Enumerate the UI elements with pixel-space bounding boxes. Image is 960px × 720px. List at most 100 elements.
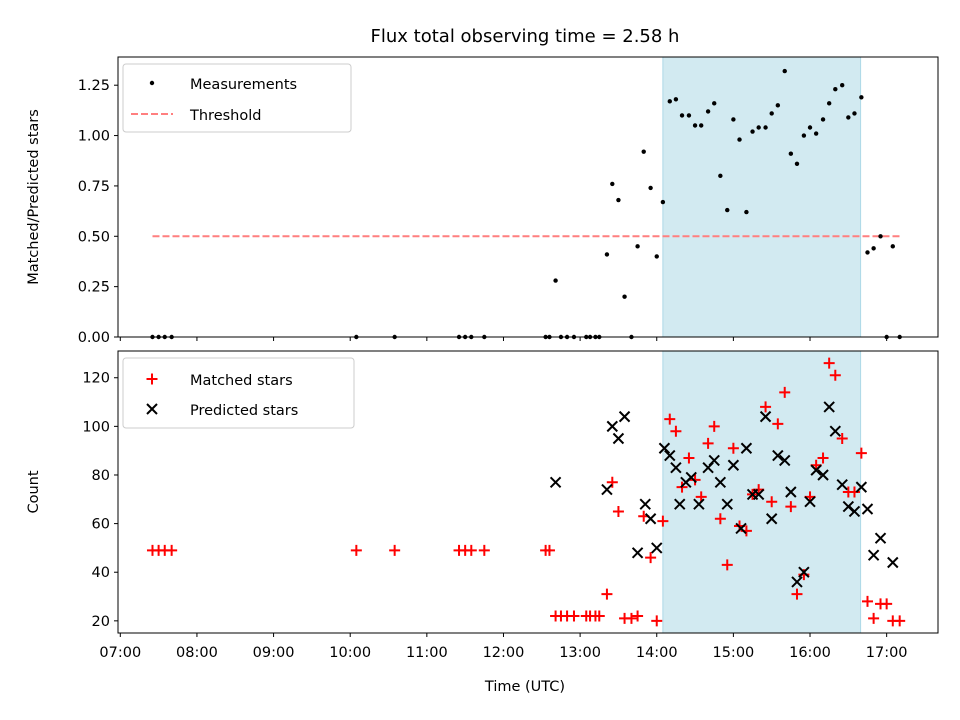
matched-star-marker <box>766 496 778 508</box>
bottom-y-tick-label: 120 <box>82 371 110 387</box>
matched-star-marker <box>817 452 829 464</box>
matched-star-marker <box>612 505 624 517</box>
predicted-star-marker <box>721 498 733 510</box>
measurement-point <box>731 117 736 122</box>
x-tick-label: 12:00 <box>483 645 525 661</box>
measurement-point <box>604 252 610 257</box>
measurement-point <box>641 149 646 154</box>
matched-star-marker <box>664 413 676 425</box>
measurement-point <box>840 83 845 88</box>
matched-star-marker <box>785 501 797 513</box>
matched-star-marker <box>772 418 784 430</box>
predicted-star-marker <box>693 498 705 510</box>
top-legend: Measurements Threshold <box>122 63 352 133</box>
predicted-star-marker <box>772 449 784 462</box>
top-shaded-region <box>662 56 862 338</box>
x-tick-label: 08:00 <box>176 645 218 661</box>
measurement-point <box>673 97 679 102</box>
predicted-star-marker <box>867 549 880 561</box>
predicted-star-marker <box>740 442 753 454</box>
predicted-star-markers <box>549 401 899 588</box>
top-y-tick-label: 0.50 <box>78 229 110 245</box>
x-tick-label: 13:00 <box>559 645 601 661</box>
predicted-star-marker <box>549 476 562 488</box>
legend-threshold-label: Threshold <box>189 108 261 124</box>
matched-star-marker <box>708 420 720 432</box>
measurement-points <box>150 68 902 340</box>
predicted-star-marker <box>785 486 797 498</box>
measurement-point <box>616 197 621 203</box>
predicted-star-marker <box>779 454 791 467</box>
measurement-point <box>725 207 730 213</box>
predicted-star-marker <box>836 478 848 491</box>
matched-star-marker <box>823 357 835 369</box>
bottom-y-tick-label: 40 <box>92 565 110 581</box>
measurement-point <box>794 161 800 166</box>
measurement-point <box>705 109 711 114</box>
predicted-star-marker <box>765 513 778 525</box>
predicted-star-marker <box>674 498 686 510</box>
x-axis-label: Time (UTC) <box>484 679 565 695</box>
predicted-star-marker <box>804 496 816 508</box>
matched-star-marker <box>593 610 605 622</box>
matched-star-marker <box>645 552 657 564</box>
measurement-point <box>692 123 698 128</box>
bottom-legend-box <box>122 357 355 429</box>
measurement-point <box>871 246 876 251</box>
matched-star-marker <box>848 486 860 498</box>
matched-star-marker <box>651 615 663 627</box>
measurement-point <box>648 185 653 191</box>
measurement-point <box>807 125 813 130</box>
top-y-axis-label: Matched/Predicted stars <box>26 109 42 285</box>
measurement-point <box>801 133 807 138</box>
predicted-star-marker <box>651 542 663 554</box>
bottom-y-tick-label: 60 <box>92 517 110 533</box>
top-y-tick-label: 1.00 <box>78 129 110 145</box>
predicted-star-marker <box>664 449 676 462</box>
predicted-star-marker <box>861 503 874 515</box>
matched-star-marker <box>721 559 733 571</box>
legend-matched-label: Matched stars <box>190 373 293 389</box>
legend-matched-marker <box>146 373 158 385</box>
predicted-star-marker <box>798 566 810 578</box>
matched-star-marker <box>601 588 613 600</box>
matched-star-marker <box>779 386 791 398</box>
predicted-star-marker <box>631 547 644 559</box>
bottom-y-tick-label: 20 <box>92 614 110 630</box>
measurement-point <box>890 244 895 249</box>
chart-title: Flux total observing time = 2.58 h <box>371 26 680 47</box>
x-tick-label: 17:00 <box>866 645 908 661</box>
measurement-point <box>553 278 558 283</box>
bottom-y-tick-label: 80 <box>92 468 110 484</box>
predicted-star-marker <box>759 410 772 423</box>
matched-star-marker <box>829 369 841 381</box>
matched-star-marker <box>657 515 669 527</box>
measurement-point <box>750 129 755 134</box>
predicted-star-marker <box>735 522 747 535</box>
bottom-axes-frame <box>117 350 939 634</box>
x-tick-label: 07:00 <box>99 645 141 661</box>
top-y-tick-label: 0.25 <box>78 280 110 296</box>
predicted-star-marker <box>887 556 899 569</box>
matched-star-marker <box>350 544 362 556</box>
predicted-star-marker <box>874 532 887 544</box>
predicted-star-marker <box>848 505 861 518</box>
predicted-star-marker <box>644 513 657 525</box>
x-tick-label: 10:00 <box>329 645 371 661</box>
predicted-star-marker <box>658 442 671 454</box>
matched-star-marker <box>894 615 906 627</box>
measurement-point <box>820 117 826 122</box>
x-tick-label: 09:00 <box>253 645 295 661</box>
measurement-point <box>826 101 832 106</box>
predicted-star-marker <box>612 432 625 445</box>
predicted-star-marker <box>601 483 613 496</box>
predicted-star-marker <box>817 469 829 481</box>
matched-star-marker <box>606 476 618 488</box>
top-shaded-interval <box>662 56 862 338</box>
measurement-point <box>769 111 774 116</box>
bottom-x-ticks: 07:00 08:00 09:00 10:00 11:00 12:00 13:00 14:00… <box>99 633 908 661</box>
measurement-point <box>852 111 857 116</box>
matched-star-marker <box>670 425 682 437</box>
matched-star-marker <box>389 544 401 556</box>
